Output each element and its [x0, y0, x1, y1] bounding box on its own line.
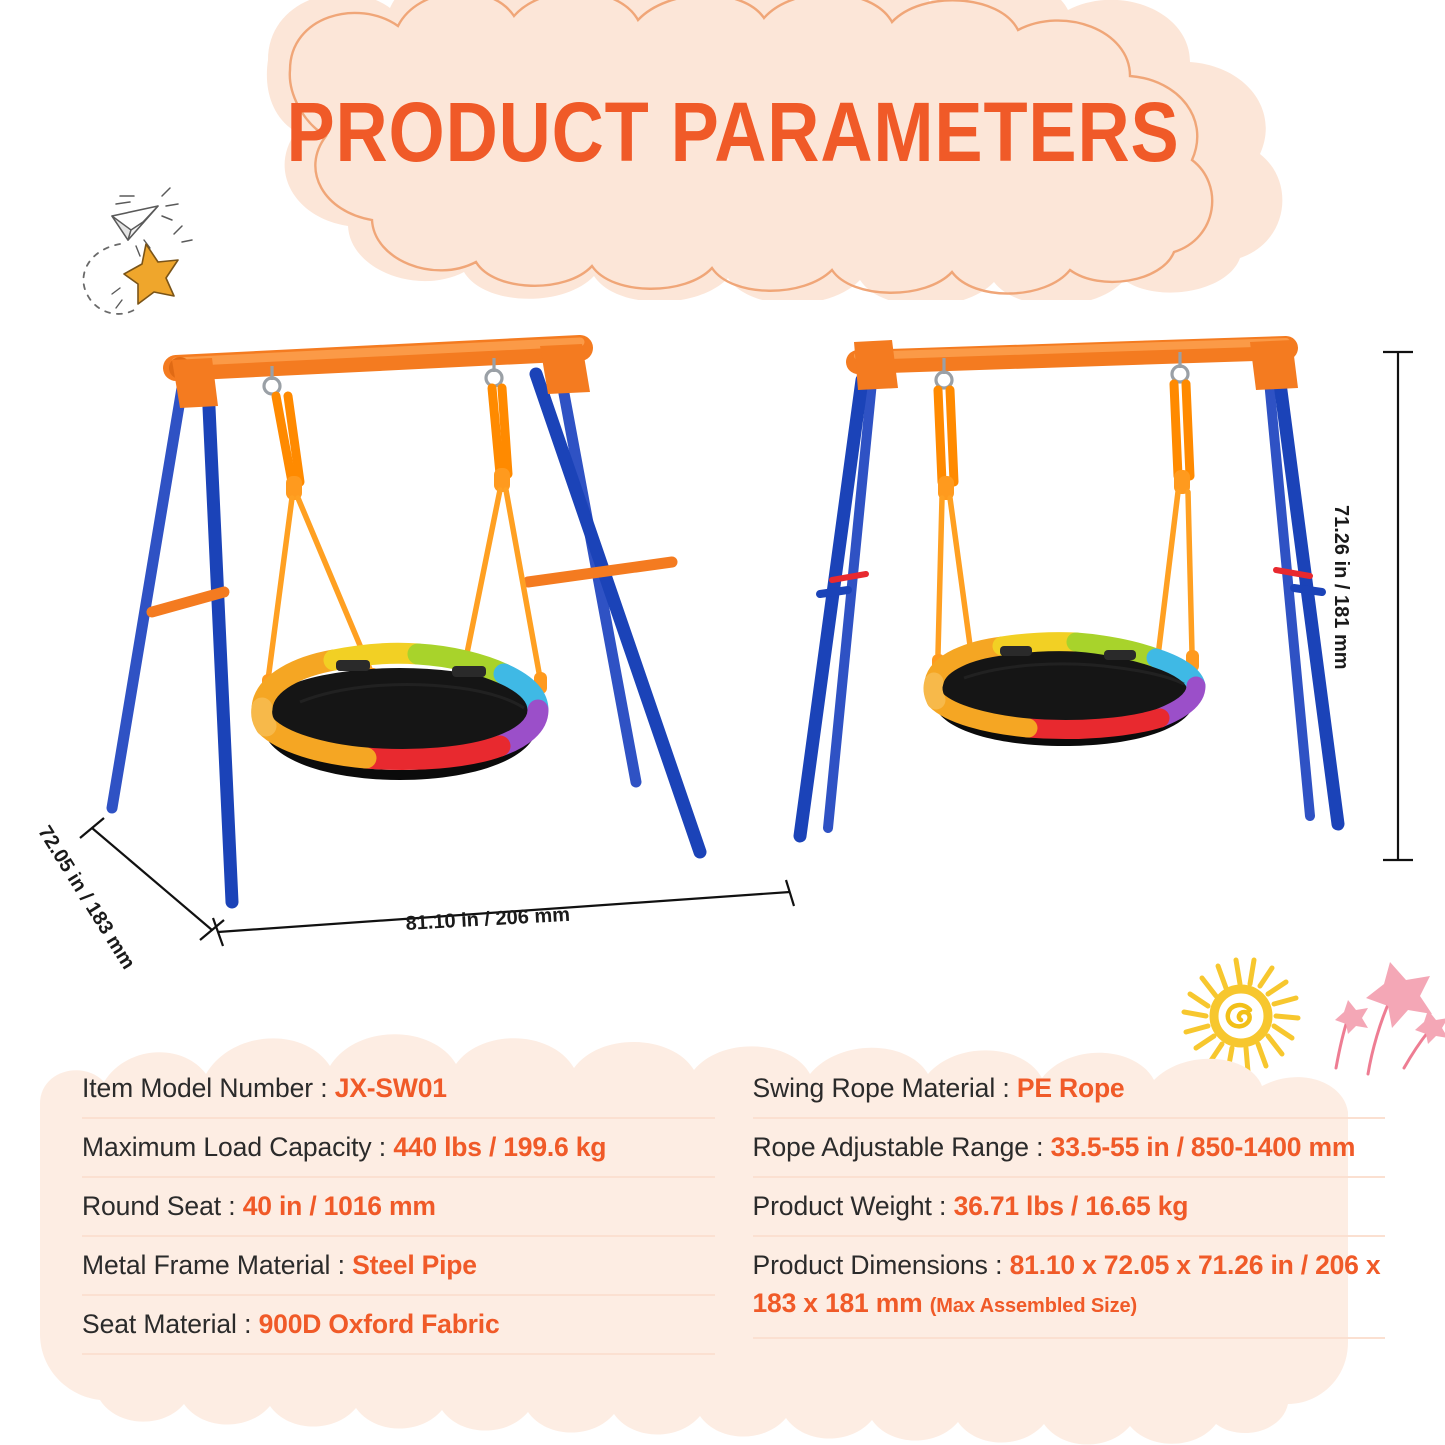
spec-note: (Max Assembled Size) [929, 1295, 1138, 1317]
header-cloud-banner [266, 0, 1283, 300]
spec-row: Maximum Load Capacity : 440 lbs / 199.6 … [82, 1119, 715, 1178]
dimension-label-height: 71.26 in / 181 mm [1330, 505, 1352, 670]
dimension-lines [79, 350, 1413, 947]
spec-label: Rope Adjustable Range : [752, 1132, 1051, 1162]
spec-label: Swing Rope Material : [752, 1073, 1017, 1103]
swing-set-perspective-view [106, 335, 707, 909]
paper-plane-icon [111, 187, 179, 257]
spec-row: Swing Rope Material : PE Rope [752, 1060, 1385, 1119]
spec-table: Item Model Number : JX-SW01 Maximum Load… [0, 1060, 1445, 1390]
spec-label: Item Model Number : [82, 1073, 335, 1103]
spec-value: JX-SW01 [334, 1073, 447, 1103]
spec-label: Product Weight : [752, 1191, 954, 1221]
paper-plane-star-decoration [82, 187, 193, 315]
spec-value: Steel Pipe [352, 1250, 477, 1280]
spec-label: Seat Material : [82, 1309, 259, 1339]
spec-row: Metal Frame Material : Steel Pipe [82, 1237, 715, 1296]
swing-set-front-view [793, 336, 1345, 843]
sun-flowers-decoration [1181, 957, 1445, 1076]
spec-value: 900D Oxford Fabric [258, 1309, 500, 1339]
spec-panel-background [40, 1034, 1348, 1445]
spec-label: Maximum Load Capacity : [82, 1132, 394, 1162]
rainbow-saucer-seat-left [251, 642, 549, 780]
rainbow-saucer-seat-right [923, 632, 1206, 746]
star-icon [123, 243, 179, 305]
spec-label: Round Seat : [82, 1191, 243, 1221]
spec-value: 36.71 lbs / 16.65 kg [953, 1191, 1189, 1221]
spec-column-right: Swing Rope Material : PE Rope Rope Adjus… [745, 1060, 1445, 1390]
spec-value: 81.10 x 72.05 x 71.26 in / 206 x 183 x 1… [752, 1250, 1381, 1318]
spec-row: Product Weight : 36.71 lbs / 16.65 kg [752, 1178, 1385, 1237]
spec-value: PE Rope [1016, 1073, 1125, 1103]
spec-value: 33.5-55 in / 850-1400 mm [1050, 1132, 1356, 1162]
spec-label: Metal Frame Material : [82, 1250, 353, 1280]
spec-label: Product Dimensions : [752, 1250, 1010, 1280]
spec-row: Rope Adjustable Range : 33.5-55 in / 850… [752, 1119, 1385, 1178]
spec-column-left: Item Model Number : JX-SW01 Maximum Load… [0, 1060, 745, 1390]
spec-row: Product Dimensions : 81.10 x 72.05 x 71.… [752, 1237, 1385, 1339]
flower-icon [1334, 962, 1445, 1076]
spec-row: Item Model Number : JX-SW01 [82, 1060, 715, 1119]
spec-value: 40 in / 1016 mm [242, 1191, 436, 1221]
spec-value: 440 lbs / 199.6 kg [393, 1132, 607, 1162]
sun-icon [1181, 957, 1301, 1075]
spec-row: Round Seat : 40 in / 1016 mm [82, 1178, 715, 1237]
product-illustration [79, 335, 1413, 947]
page-title: PRODUCT PARAMETERS [286, 85, 1180, 179]
spec-row: Seat Material : 900D Oxford Fabric [82, 1296, 715, 1355]
